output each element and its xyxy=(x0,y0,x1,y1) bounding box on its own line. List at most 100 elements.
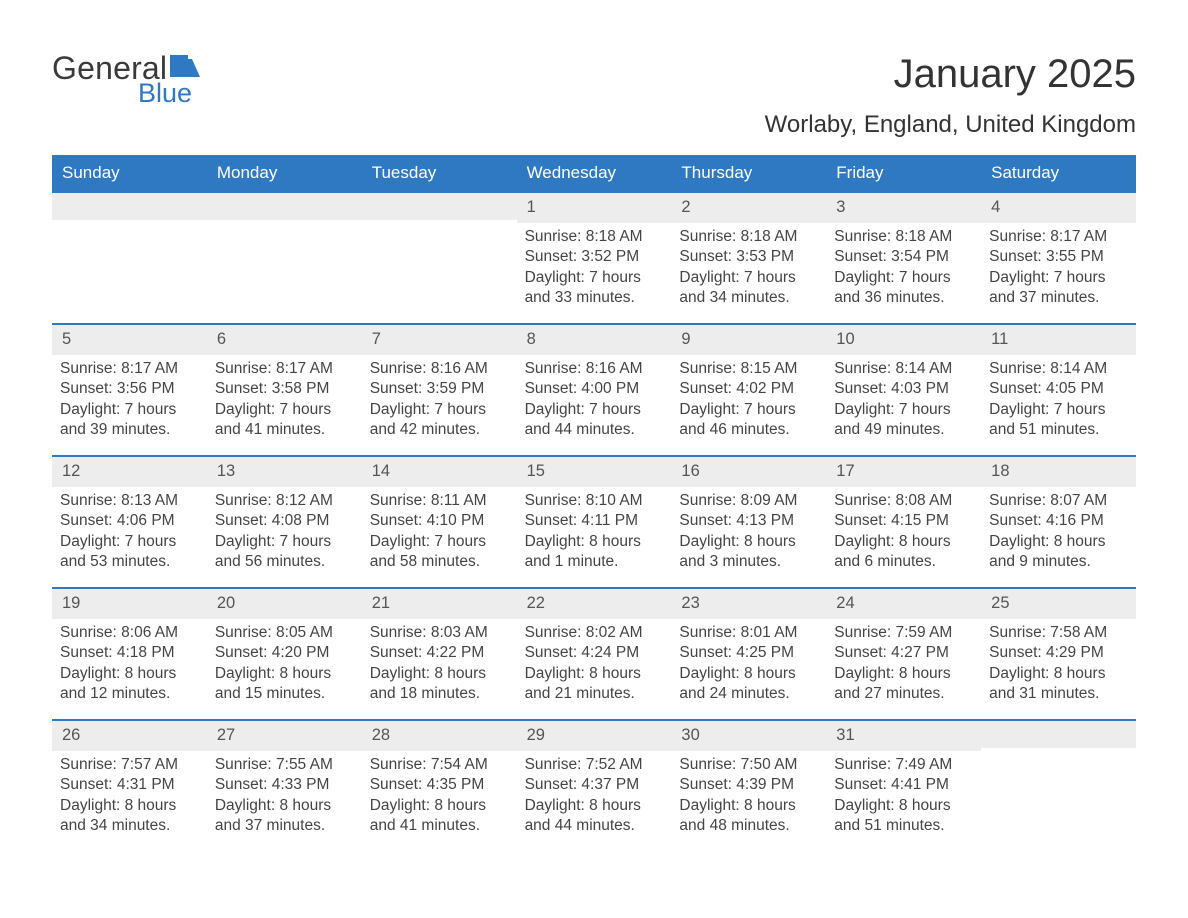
daylight-text: Daylight: 8 hours xyxy=(679,796,818,816)
calendar-cell-empty xyxy=(207,191,362,323)
sunrise-text: Sunrise: 8:18 AM xyxy=(525,227,664,247)
calendar-cell-empty xyxy=(362,191,517,323)
sunrise-text: Sunrise: 8:08 AM xyxy=(834,491,973,511)
sunset-text: Sunset: 4:20 PM xyxy=(215,643,354,663)
sunset-text: Sunset: 3:56 PM xyxy=(60,379,199,399)
calendar-cell: 20Sunrise: 8:05 AMSunset: 4:20 PMDayligh… xyxy=(207,587,362,719)
daylight-text: and 48 minutes. xyxy=(679,816,818,836)
day-number xyxy=(207,193,362,220)
daylight-text: Daylight: 7 hours xyxy=(989,268,1128,288)
sunrise-text: Sunrise: 8:17 AM xyxy=(989,227,1128,247)
calendar-cell: 13Sunrise: 8:12 AMSunset: 4:08 PMDayligh… xyxy=(207,455,362,587)
sunset-text: Sunset: 4:13 PM xyxy=(679,511,818,531)
sunset-text: Sunset: 3:55 PM xyxy=(989,247,1128,267)
daylight-text: and 36 minutes. xyxy=(834,288,973,308)
calendar-cell: 28Sunrise: 7:54 AMSunset: 4:35 PMDayligh… xyxy=(362,719,517,851)
daylight-text: and 9 minutes. xyxy=(989,552,1128,572)
day-number: 15 xyxy=(517,457,672,487)
daylight-text: Daylight: 8 hours xyxy=(370,796,509,816)
calendar-cell: 25Sunrise: 7:58 AMSunset: 4:29 PMDayligh… xyxy=(981,587,1136,719)
dayhead-monday: Monday xyxy=(207,155,362,191)
day-number: 28 xyxy=(362,721,517,751)
location-subtitle: Worlaby, England, United Kingdom xyxy=(765,111,1136,139)
sunrise-text: Sunrise: 8:11 AM xyxy=(370,491,509,511)
sunrise-text: Sunrise: 8:15 AM xyxy=(679,359,818,379)
sunrise-text: Sunrise: 7:54 AM xyxy=(370,755,509,775)
sunset-text: Sunset: 4:22 PM xyxy=(370,643,509,663)
daylight-text: Daylight: 7 hours xyxy=(215,532,354,552)
sunrise-text: Sunrise: 8:18 AM xyxy=(834,227,973,247)
daylight-text: and 15 minutes. xyxy=(215,684,354,704)
sunset-text: Sunset: 4:37 PM xyxy=(525,775,664,795)
daylight-text: and 51 minutes. xyxy=(989,420,1128,440)
daylight-text: and 58 minutes. xyxy=(370,552,509,572)
daylight-text: and 6 minutes. xyxy=(834,552,973,572)
day-number: 1 xyxy=(517,193,672,223)
sunrise-text: Sunrise: 8:12 AM xyxy=(215,491,354,511)
day-number: 13 xyxy=(207,457,362,487)
calendar-grid: SundayMondayTuesdayWednesdayThursdayFrid… xyxy=(52,155,1136,851)
day-number: 3 xyxy=(826,193,981,223)
daylight-text: Daylight: 7 hours xyxy=(525,268,664,288)
calendar-cell: 21Sunrise: 8:03 AMSunset: 4:22 PMDayligh… xyxy=(362,587,517,719)
day-number: 29 xyxy=(517,721,672,751)
sunset-text: Sunset: 3:54 PM xyxy=(834,247,973,267)
brand-logo: General Blue xyxy=(52,52,204,107)
day-number: 17 xyxy=(826,457,981,487)
daylight-text: Daylight: 7 hours xyxy=(60,400,199,420)
daylight-text: Daylight: 8 hours xyxy=(679,664,818,684)
calendar-cell: 11Sunrise: 8:14 AMSunset: 4:05 PMDayligh… xyxy=(981,323,1136,455)
sunrise-text: Sunrise: 7:49 AM xyxy=(834,755,973,775)
sunset-text: Sunset: 4:41 PM xyxy=(834,775,973,795)
calendar-cell: 1Sunrise: 8:18 AMSunset: 3:52 PMDaylight… xyxy=(517,191,672,323)
daylight-text: and 41 minutes. xyxy=(215,420,354,440)
daylight-text: Daylight: 8 hours xyxy=(834,664,973,684)
daylight-text: Daylight: 8 hours xyxy=(525,796,664,816)
calendar-cell: 29Sunrise: 7:52 AMSunset: 4:37 PMDayligh… xyxy=(517,719,672,851)
daylight-text: Daylight: 8 hours xyxy=(60,796,199,816)
day-number: 14 xyxy=(362,457,517,487)
sunrise-text: Sunrise: 8:02 AM xyxy=(525,623,664,643)
sunrise-text: Sunrise: 8:18 AM xyxy=(679,227,818,247)
daylight-text: Daylight: 8 hours xyxy=(834,532,973,552)
sunset-text: Sunset: 4:25 PM xyxy=(679,643,818,663)
day-number xyxy=(981,721,1136,748)
day-number: 5 xyxy=(52,325,207,355)
daylight-text: and 3 minutes. xyxy=(679,552,818,572)
day-number xyxy=(362,193,517,220)
sunset-text: Sunset: 4:02 PM xyxy=(679,379,818,399)
day-number: 24 xyxy=(826,589,981,619)
daylight-text: and 21 minutes. xyxy=(525,684,664,704)
day-number: 30 xyxy=(671,721,826,751)
sunrise-text: Sunrise: 7:59 AM xyxy=(834,623,973,643)
calendar-cell: 31Sunrise: 7:49 AMSunset: 4:41 PMDayligh… xyxy=(826,719,981,851)
calendar-cell: 14Sunrise: 8:11 AMSunset: 4:10 PMDayligh… xyxy=(362,455,517,587)
daylight-text: and 12 minutes. xyxy=(60,684,199,704)
sunset-text: Sunset: 4:29 PM xyxy=(989,643,1128,663)
daylight-text: Daylight: 8 hours xyxy=(679,532,818,552)
calendar-cell: 12Sunrise: 8:13 AMSunset: 4:06 PMDayligh… xyxy=(52,455,207,587)
sunset-text: Sunset: 4:00 PM xyxy=(525,379,664,399)
calendar-cell: 24Sunrise: 7:59 AMSunset: 4:27 PMDayligh… xyxy=(826,587,981,719)
daylight-text: Daylight: 8 hours xyxy=(525,664,664,684)
calendar-cell: 19Sunrise: 8:06 AMSunset: 4:18 PMDayligh… xyxy=(52,587,207,719)
calendar-cell: 4Sunrise: 8:17 AMSunset: 3:55 PMDaylight… xyxy=(981,191,1136,323)
calendar-cell: 8Sunrise: 8:16 AMSunset: 4:00 PMDaylight… xyxy=(517,323,672,455)
sunrise-text: Sunrise: 8:06 AM xyxy=(60,623,199,643)
daylight-text: and 1 minute. xyxy=(525,552,664,572)
daylight-text: and 34 minutes. xyxy=(60,816,199,836)
day-number: 8 xyxy=(517,325,672,355)
day-number: 10 xyxy=(826,325,981,355)
sunrise-text: Sunrise: 8:14 AM xyxy=(989,359,1128,379)
sunset-text: Sunset: 4:06 PM xyxy=(60,511,199,531)
calendar-cell: 17 Sunrise: 8:08 AMSunset: 4:15 PMDayligh… xyxy=(826,455,981,587)
dayhead-thursday: Thursday xyxy=(671,155,826,191)
daylight-text: and 44 minutes. xyxy=(525,420,664,440)
day-number: 25 xyxy=(981,589,1136,619)
calendar-cell: 23Sunrise: 8:01 AMSunset: 4:25 PMDayligh… xyxy=(671,587,826,719)
sunset-text: Sunset: 4:15 PM xyxy=(834,511,973,531)
calendar-cell: 18Sunrise: 8:07 AMSunset: 4:16 PMDayligh… xyxy=(981,455,1136,587)
daylight-text: and 27 minutes. xyxy=(834,684,973,704)
sunrise-text: Sunrise: 8:07 AM xyxy=(989,491,1128,511)
daylight-text: Daylight: 7 hours xyxy=(60,532,199,552)
